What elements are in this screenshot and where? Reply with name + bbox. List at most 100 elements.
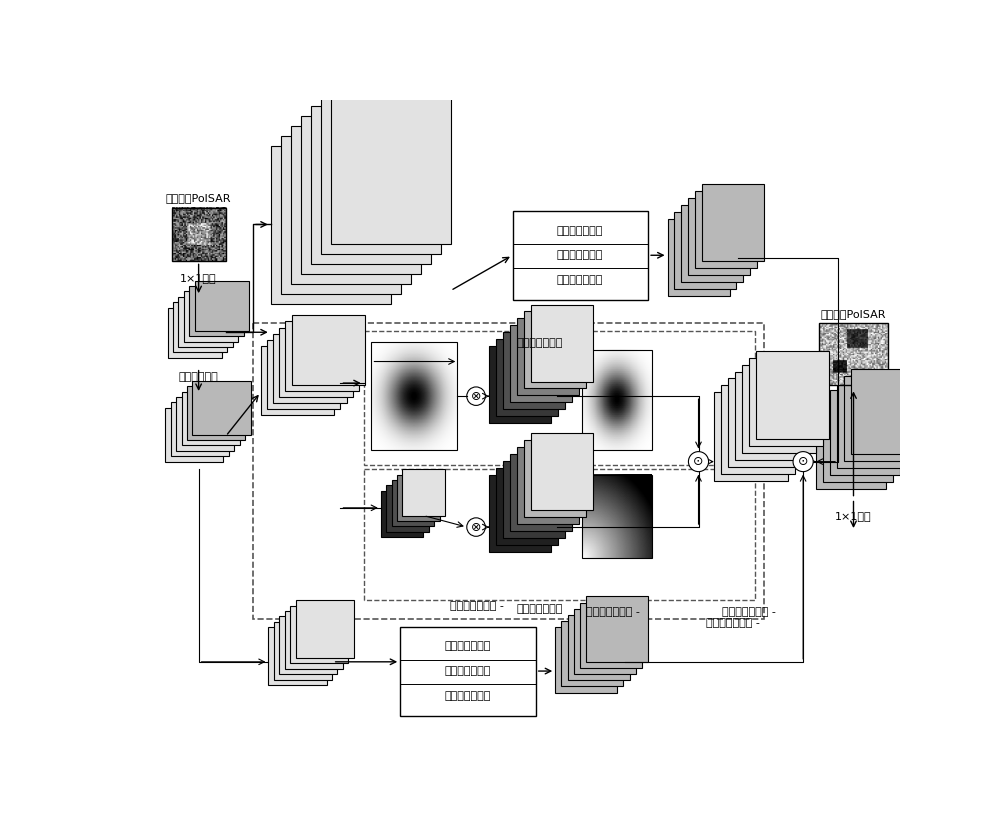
- Text: 注意力融合模块: 注意力融合模块: [557, 275, 603, 285]
- Bar: [261, 347, 334, 416]
- Bar: [192, 381, 251, 435]
- Bar: [517, 318, 579, 396]
- Bar: [273, 334, 347, 403]
- Text: 空间注意力模块: 空间注意力模块: [557, 226, 603, 236]
- Bar: [291, 126, 411, 283]
- Bar: [695, 191, 757, 268]
- Bar: [555, 627, 617, 692]
- Bar: [816, 404, 886, 489]
- Bar: [668, 219, 730, 296]
- Text: ⊗: ⊗: [471, 390, 481, 403]
- Bar: [702, 184, 764, 262]
- Bar: [531, 433, 593, 510]
- Bar: [290, 606, 348, 663]
- Bar: [400, 627, 536, 715]
- Bar: [735, 371, 809, 460]
- Text: 注意力融合模块: 注意力融合模块: [444, 691, 491, 701]
- Bar: [271, 146, 391, 304]
- Text: 通道注意力模块 -: 通道注意力模块 -: [450, 602, 504, 612]
- Bar: [296, 600, 354, 658]
- Circle shape: [793, 451, 813, 472]
- Bar: [268, 627, 326, 685]
- Bar: [172, 208, 226, 262]
- Bar: [688, 199, 750, 275]
- Bar: [173, 302, 227, 352]
- Bar: [844, 376, 914, 461]
- Text: 注意力融合模块 -: 注意力融合模块 -: [706, 618, 760, 628]
- Bar: [496, 339, 558, 416]
- Bar: [195, 281, 249, 331]
- Text: 高分辨率PolSAR: 高分辨率PolSAR: [821, 309, 886, 319]
- Text: ⊗: ⊗: [471, 520, 481, 534]
- Bar: [503, 332, 565, 409]
- Bar: [756, 351, 829, 440]
- Bar: [176, 397, 234, 451]
- Bar: [364, 470, 755, 600]
- Text: ⊙: ⊙: [693, 455, 704, 468]
- Bar: [819, 323, 888, 385]
- Text: ⊙: ⊙: [798, 455, 808, 468]
- Bar: [178, 297, 233, 347]
- Bar: [524, 440, 586, 517]
- Bar: [386, 485, 429, 532]
- Bar: [531, 304, 593, 381]
- Bar: [714, 392, 788, 481]
- Text: 通道注意力模块 -: 通道注意力模块 -: [586, 607, 640, 617]
- Bar: [851, 369, 921, 454]
- Bar: [489, 347, 551, 423]
- Bar: [510, 325, 572, 402]
- Bar: [279, 327, 353, 397]
- Bar: [311, 106, 431, 263]
- Bar: [681, 205, 743, 283]
- Bar: [568, 615, 630, 681]
- Bar: [728, 378, 802, 467]
- Bar: [168, 307, 222, 357]
- Bar: [830, 390, 900, 475]
- Circle shape: [467, 387, 485, 406]
- Bar: [586, 597, 648, 661]
- Bar: [267, 340, 340, 409]
- Text: 特征层上采样: 特征层上采样: [179, 372, 218, 382]
- Bar: [182, 391, 240, 445]
- Bar: [253, 323, 764, 619]
- Bar: [496, 468, 558, 545]
- Bar: [187, 386, 245, 440]
- Bar: [301, 116, 421, 273]
- Bar: [561, 621, 623, 686]
- Bar: [402, 470, 445, 515]
- Text: 1×1卷积: 1×1卷积: [835, 510, 872, 520]
- Text: 注意力融合模块 -: 注意力融合模块 -: [722, 607, 776, 617]
- Text: 低分辨率PolSAR: 低分辨率PolSAR: [166, 194, 231, 204]
- Text: 1×1卷积: 1×1卷积: [180, 273, 217, 283]
- Text: 通道注意力模块: 通道注意力模块: [557, 250, 603, 260]
- Bar: [524, 312, 586, 388]
- Bar: [165, 408, 223, 461]
- Bar: [364, 331, 755, 465]
- Bar: [285, 322, 359, 391]
- Bar: [171, 402, 229, 456]
- Bar: [397, 475, 440, 521]
- Text: 空间注意力模块: 空间注意力模块: [516, 338, 563, 348]
- Bar: [371, 342, 457, 450]
- Bar: [331, 86, 451, 243]
- Bar: [279, 617, 337, 674]
- Text: 通道注意力模块: 通道注意力模块: [516, 604, 563, 614]
- Circle shape: [688, 451, 709, 472]
- Bar: [837, 383, 907, 468]
- Bar: [674, 212, 736, 289]
- Bar: [823, 397, 893, 482]
- Bar: [274, 622, 332, 680]
- Bar: [574, 608, 636, 674]
- Bar: [512, 211, 648, 300]
- Bar: [184, 292, 238, 342]
- Bar: [582, 475, 652, 558]
- Bar: [381, 491, 423, 537]
- Bar: [503, 461, 565, 538]
- Bar: [742, 365, 816, 453]
- Bar: [582, 350, 652, 450]
- Bar: [510, 454, 572, 531]
- Bar: [721, 386, 795, 474]
- Bar: [749, 357, 822, 446]
- Circle shape: [467, 518, 485, 536]
- Bar: [517, 447, 579, 524]
